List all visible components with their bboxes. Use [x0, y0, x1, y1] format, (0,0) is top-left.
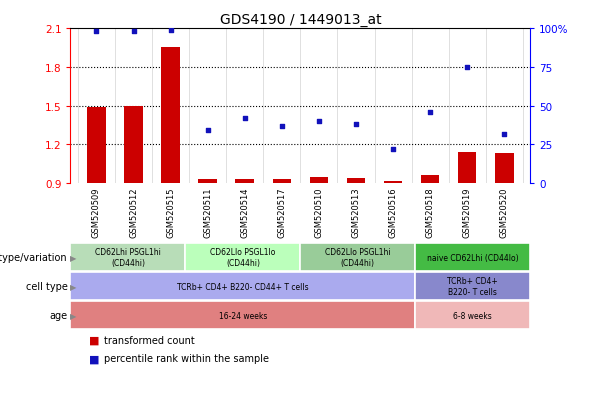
Text: 16-24 weeks: 16-24 weeks	[219, 311, 267, 320]
Bar	[416, 244, 530, 272]
Text: naive CD62Lhi (CD44lo): naive CD62Lhi (CD44lo)	[427, 253, 519, 262]
Text: percentile rank within the sample: percentile rank within the sample	[104, 354, 269, 363]
Bar	[416, 301, 530, 330]
Text: CD62Lhi PSGL1hi
(CD44hi): CD62Lhi PSGL1hi (CD44hi)	[95, 248, 161, 268]
Bar	[87, 108, 105, 184]
Text: CD62Llo PSGL1hi
(CD44hi): CD62Llo PSGL1hi (CD44hi)	[325, 248, 390, 268]
Text: ▶: ▶	[70, 253, 77, 262]
Point	[129, 28, 139, 35]
Bar	[300, 244, 416, 272]
Point	[166, 27, 175, 34]
Text: ■: ■	[89, 354, 99, 363]
Bar	[384, 181, 402, 184]
Point	[351, 121, 361, 128]
Text: TCRb+ CD4+ B220- CD44+ T cells: TCRb+ CD4+ B220- CD44+ T cells	[177, 282, 309, 291]
Point	[203, 128, 213, 134]
Bar	[310, 177, 328, 184]
Text: ▶: ▶	[70, 282, 77, 291]
Bar	[70, 301, 416, 330]
Text: TCRb+ CD4+
B220- T cells: TCRb+ CD4+ B220- T cells	[447, 277, 498, 297]
Bar	[347, 178, 365, 184]
Text: age: age	[49, 311, 67, 320]
Text: ▶: ▶	[70, 311, 77, 320]
Text: cell type: cell type	[26, 282, 67, 292]
Bar	[495, 154, 514, 184]
Bar	[186, 244, 300, 272]
Text: genotype/variation: genotype/variation	[0, 253, 67, 263]
Text: transformed count: transformed count	[104, 335, 195, 345]
Bar	[416, 273, 530, 301]
Bar	[458, 153, 476, 184]
Bar	[124, 106, 143, 184]
Point	[91, 28, 101, 35]
Title: GDS4190 / 1449013_at: GDS4190 / 1449013_at	[219, 12, 381, 26]
Bar	[161, 48, 180, 184]
Point	[500, 131, 509, 138]
Point	[388, 146, 398, 153]
Bar	[199, 180, 217, 184]
Point	[314, 119, 324, 125]
Text: 6-8 weeks: 6-8 weeks	[454, 311, 492, 320]
Text: CD62Llo PSGL1lo
(CD44hi): CD62Llo PSGL1lo (CD44hi)	[210, 248, 276, 268]
Text: ■: ■	[89, 335, 99, 345]
Bar	[70, 244, 186, 272]
Bar	[70, 273, 416, 301]
Point	[240, 115, 249, 122]
Point	[277, 123, 287, 130]
Bar	[273, 180, 291, 184]
Point	[425, 109, 435, 116]
Bar	[421, 176, 440, 184]
Bar	[235, 180, 254, 184]
Point	[462, 64, 472, 71]
